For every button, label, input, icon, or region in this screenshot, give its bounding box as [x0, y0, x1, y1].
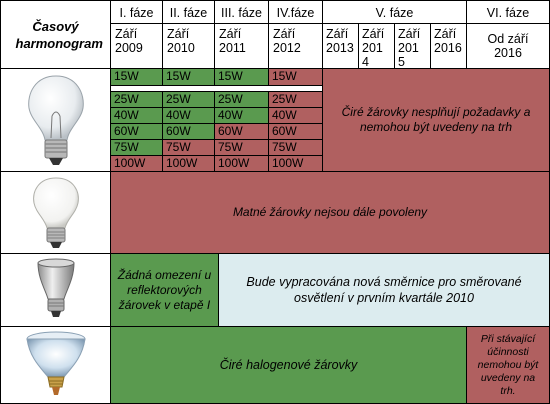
reflector-bulb-image-cell: [0, 253, 111, 327]
phase-4-header: IV.fáze: [268, 0, 323, 24]
watt-75-phase-1: 75W: [110, 139, 163, 156]
watt-15-phase-3: 15W: [214, 68, 269, 86]
schedule-title: Časový harmonogram: [15, 18, 103, 51]
watt-15-phase-1: 15W: [110, 68, 163, 86]
watt-40-phase-3: 40W: [214, 107, 269, 124]
phase-5-date-2015: Září 201 5: [394, 23, 431, 69]
matte-bulbs-ban-message: Matné žárovky nejsou dále povoleny: [110, 171, 550, 254]
phase-6-date: Od září 2016: [466, 23, 550, 69]
watt-25-phase-4: 25W: [268, 91, 323, 108]
halogen-bulb-image-cell: [0, 326, 111, 404]
watt-75-phase-2: 75W: [162, 139, 215, 156]
reflector-no-restriction-message: Žádná omezení u reflektorových žárovek v…: [110, 253, 219, 327]
phase-3-header: III. fáze: [214, 0, 269, 24]
watt-40-phase-1: 40W: [110, 107, 163, 124]
clear-bulb-image-cell: [0, 68, 111, 172]
phase-2-date: Září 2010: [162, 23, 215, 69]
watt-25-phase-3: 25W: [214, 91, 269, 108]
watt-60-phase-4: 60W: [268, 123, 323, 140]
halogen-bulb-icon: [25, 331, 86, 395]
halogen-clear-message: Čiré halogenové žárovky: [110, 326, 467, 404]
phase-1-header: I. fáze: [110, 0, 163, 24]
watt-75-phase-4: 75W: [268, 139, 323, 156]
phase-5-date-2016: Září 2016: [430, 23, 467, 69]
watt-25-phase-1: 25W: [110, 91, 163, 108]
watt-15-phase-2: 15W: [162, 68, 215, 86]
halogen-ban-message: Při stávající účinnosti nemohou být uved…: [466, 326, 550, 404]
reflector-directive-message: Bude vypracována nová směrnice pro směro…: [218, 253, 550, 327]
watt-40-phase-2: 40W: [162, 107, 215, 124]
watt-25-phase-2: 25W: [162, 91, 215, 108]
clear-bulbs-ban-message: Čiré žárovky nesplňují požadavky a nemoh…: [322, 68, 550, 172]
phase-5-date-2013: Září 2013: [322, 23, 359, 69]
phase-3-date: Září 2011: [214, 23, 269, 69]
watt-15-phase-4: 15W: [268, 68, 323, 86]
phase-5-date-2014: Září 201 4: [358, 23, 395, 69]
matte-bulb-icon: [32, 176, 79, 248]
phase-4-date: Září 2012: [268, 23, 323, 69]
title-cell: Časový harmonogram: [0, 0, 111, 69]
clear-bulb-icon: [27, 75, 84, 165]
watt-60-phase-1: 60W: [110, 123, 163, 140]
reflector-bulb-icon: [36, 258, 75, 317]
watt-100-phase-4: 100W: [268, 155, 323, 172]
watt-100-phase-3: 100W: [214, 155, 269, 172]
matte-bulb-image-cell: [0, 171, 111, 254]
phase-6-header: VI. fáze: [466, 0, 550, 24]
watt-75-phase-3: 75W: [214, 139, 269, 156]
phase-1-date: Září 2009: [110, 23, 163, 69]
phase-5-header: V. fáze: [322, 0, 467, 24]
watt-40-phase-4: 40W: [268, 107, 323, 124]
phase-2-header: II. fáze: [162, 0, 215, 24]
watt-100-phase-2: 100W: [162, 155, 215, 172]
watt-60-phase-3: 60W: [214, 123, 269, 140]
watt-100-phase-1: 100W: [110, 155, 163, 172]
watt-60-phase-2: 60W: [162, 123, 215, 140]
